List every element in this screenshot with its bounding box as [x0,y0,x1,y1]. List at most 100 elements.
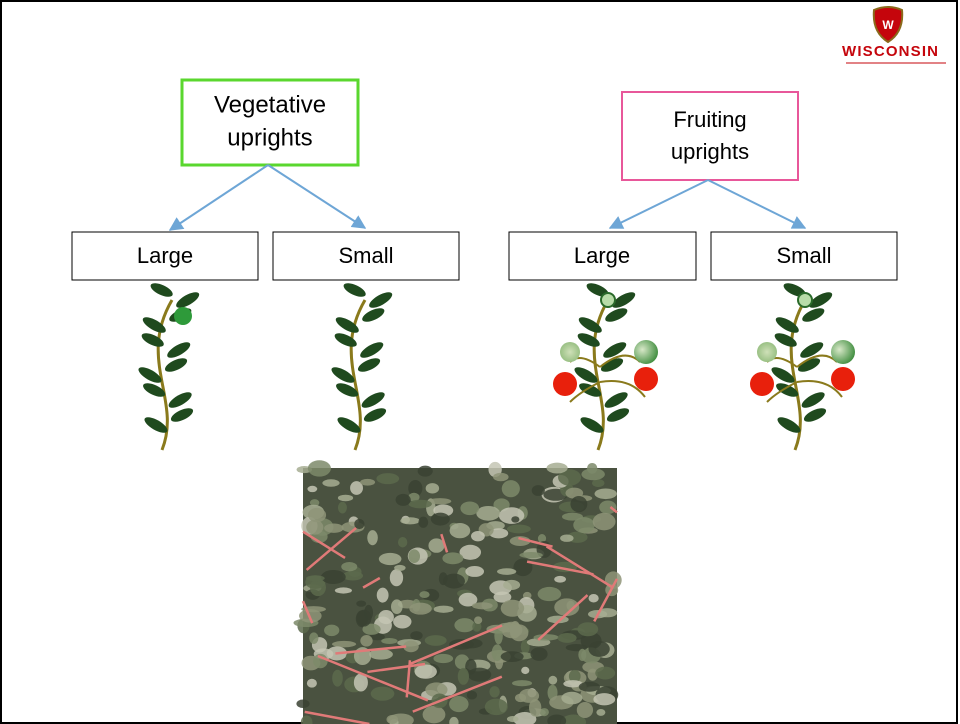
leaf [578,317,602,333]
leaf [335,317,359,333]
bud [174,307,192,325]
foliage [493,472,509,482]
foliage [356,609,372,627]
leaf [331,367,355,383]
foliage [306,519,324,535]
berry-unripe [634,340,658,364]
foliage [419,591,430,598]
foliage [563,680,583,688]
foliage [501,480,520,498]
foliage [443,573,465,589]
berry-unripe [757,342,777,362]
berry-unripe [831,340,855,364]
bud [797,292,813,308]
leaf [176,292,200,308]
runner [317,654,429,702]
foliage [521,666,530,675]
foliage [353,673,368,692]
foliage [408,479,423,497]
foliage [539,708,549,717]
foliage [554,598,580,617]
runner [304,710,370,724]
foliage [471,530,485,542]
foliage [592,512,616,531]
foliage [471,602,493,610]
foliage [433,605,454,613]
leaf [600,358,624,372]
node-label: uprights [671,139,749,164]
foliage [554,575,567,583]
foliage [367,530,378,546]
leaf [164,358,188,372]
leaf [803,408,827,422]
foliage [476,505,501,521]
leaf [334,333,357,347]
stem [592,299,610,451]
foliage [296,699,310,708]
foliage [376,473,400,485]
runner [301,600,314,624]
foliage [459,638,483,649]
foliage [370,686,395,701]
node-label: Small [338,243,393,268]
runner [367,662,426,674]
branch [569,381,601,403]
upright [553,283,658,451]
foliage [449,696,469,713]
runner [518,536,553,548]
leaf [800,342,824,358]
leaf [771,367,795,383]
runner [335,645,407,655]
foliage [458,592,478,607]
foliage [593,693,616,706]
foliage [362,623,381,635]
foliage [531,485,545,496]
foliage [496,568,517,575]
foliage [474,616,483,624]
foliage [491,644,503,662]
foliage [309,578,326,597]
foliage [320,570,346,584]
foliage [449,716,459,724]
foliage [498,507,525,524]
runner [405,660,412,698]
runner [545,545,613,588]
node-label: Fruiting [673,107,746,132]
foliage [493,591,512,603]
small-box [710,231,898,281]
foliage [332,669,343,687]
node-label: Vegetative [214,91,326,118]
foliage [342,571,364,581]
fruiting-box [621,91,799,181]
leaf [612,292,636,308]
foliage [408,549,421,564]
leaf [580,417,604,433]
foliage [547,714,567,724]
foliage [558,469,582,486]
runner [440,533,449,553]
foliage [309,632,319,644]
foliage [389,569,404,587]
foliage [503,579,521,591]
foliage [337,494,354,502]
logo-text: WISCONSIN [842,43,938,60]
foliage [341,562,358,572]
foliage [570,495,588,513]
leaf [606,408,630,422]
foliage [306,575,325,582]
leaf [776,383,799,397]
foliage [356,600,367,607]
leaf [336,383,359,397]
leaf [801,392,825,408]
foliage [472,621,482,632]
leaf [363,408,387,422]
leaf [783,283,806,297]
foliage [537,534,547,543]
leaf [150,283,173,297]
leaf [362,308,385,322]
berry-ripe [831,367,855,391]
foliage [398,537,408,548]
foliage [422,705,446,724]
foliage [489,686,500,698]
